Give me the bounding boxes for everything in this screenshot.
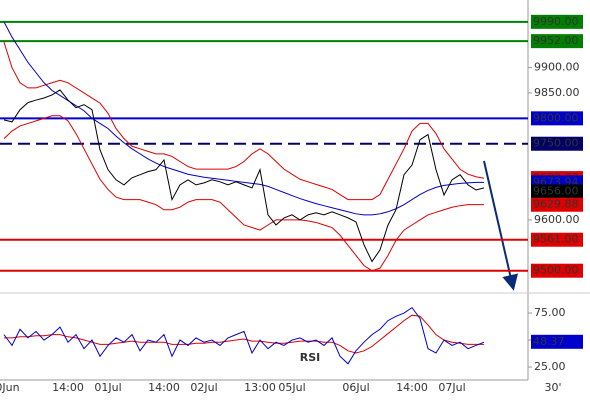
x-tick-label: 13:00 xyxy=(244,381,276,394)
marker-label: 48.37 xyxy=(533,335,565,348)
level-label: 9500.00 xyxy=(533,264,579,277)
trend-arrow xyxy=(483,160,519,291)
x-tick-label: 14:00 xyxy=(148,381,180,394)
marker-label: 9656.00 xyxy=(533,184,579,197)
series-line xyxy=(3,306,485,365)
level-label: 9750.00 xyxy=(533,137,579,150)
marker-box xyxy=(531,197,583,212)
series-line xyxy=(4,314,484,354)
x-tick-label: 07Jul xyxy=(438,381,465,394)
x-tick-label: 02Jul xyxy=(190,381,217,394)
rsi-title: RSI xyxy=(300,351,321,364)
y-tick-label: 9850.00 xyxy=(534,86,580,99)
x-tick-label: 06Jul xyxy=(342,381,369,394)
y-tick-label: 75.00 xyxy=(534,306,566,319)
x-tick-label: 30Jun xyxy=(0,381,20,394)
marker-label: 9629.88 xyxy=(533,198,579,211)
level-label: 9800.00 xyxy=(533,111,579,124)
marker-box xyxy=(531,184,583,199)
level-label-box xyxy=(531,232,583,247)
level-label-box xyxy=(531,111,583,126)
level-label: 9561.00 xyxy=(533,233,579,246)
series-line xyxy=(3,115,484,272)
y-tick-label: 9600.00 xyxy=(534,213,580,226)
level-label-box xyxy=(531,263,583,278)
level-label: 9990.00 xyxy=(533,15,579,28)
series-line xyxy=(3,21,484,216)
y-tick-label: 25.00 xyxy=(534,360,566,373)
timeframe-label: 30' xyxy=(544,381,561,394)
x-tick-label: 05Jul xyxy=(278,381,305,394)
series-line xyxy=(3,89,485,263)
x-tick-label: 14:00 xyxy=(396,381,428,394)
x-tick-label: 01Jul xyxy=(94,381,121,394)
level-label-box xyxy=(531,14,583,29)
marker-box xyxy=(531,334,583,349)
y-tick-label: 9900.00 xyxy=(534,61,580,74)
level-label-box xyxy=(531,136,583,151)
level-label: 9952.00 xyxy=(533,34,579,47)
level-label-box xyxy=(531,34,583,49)
x-tick-label: 14:00 xyxy=(52,381,84,394)
series-line xyxy=(3,42,485,201)
